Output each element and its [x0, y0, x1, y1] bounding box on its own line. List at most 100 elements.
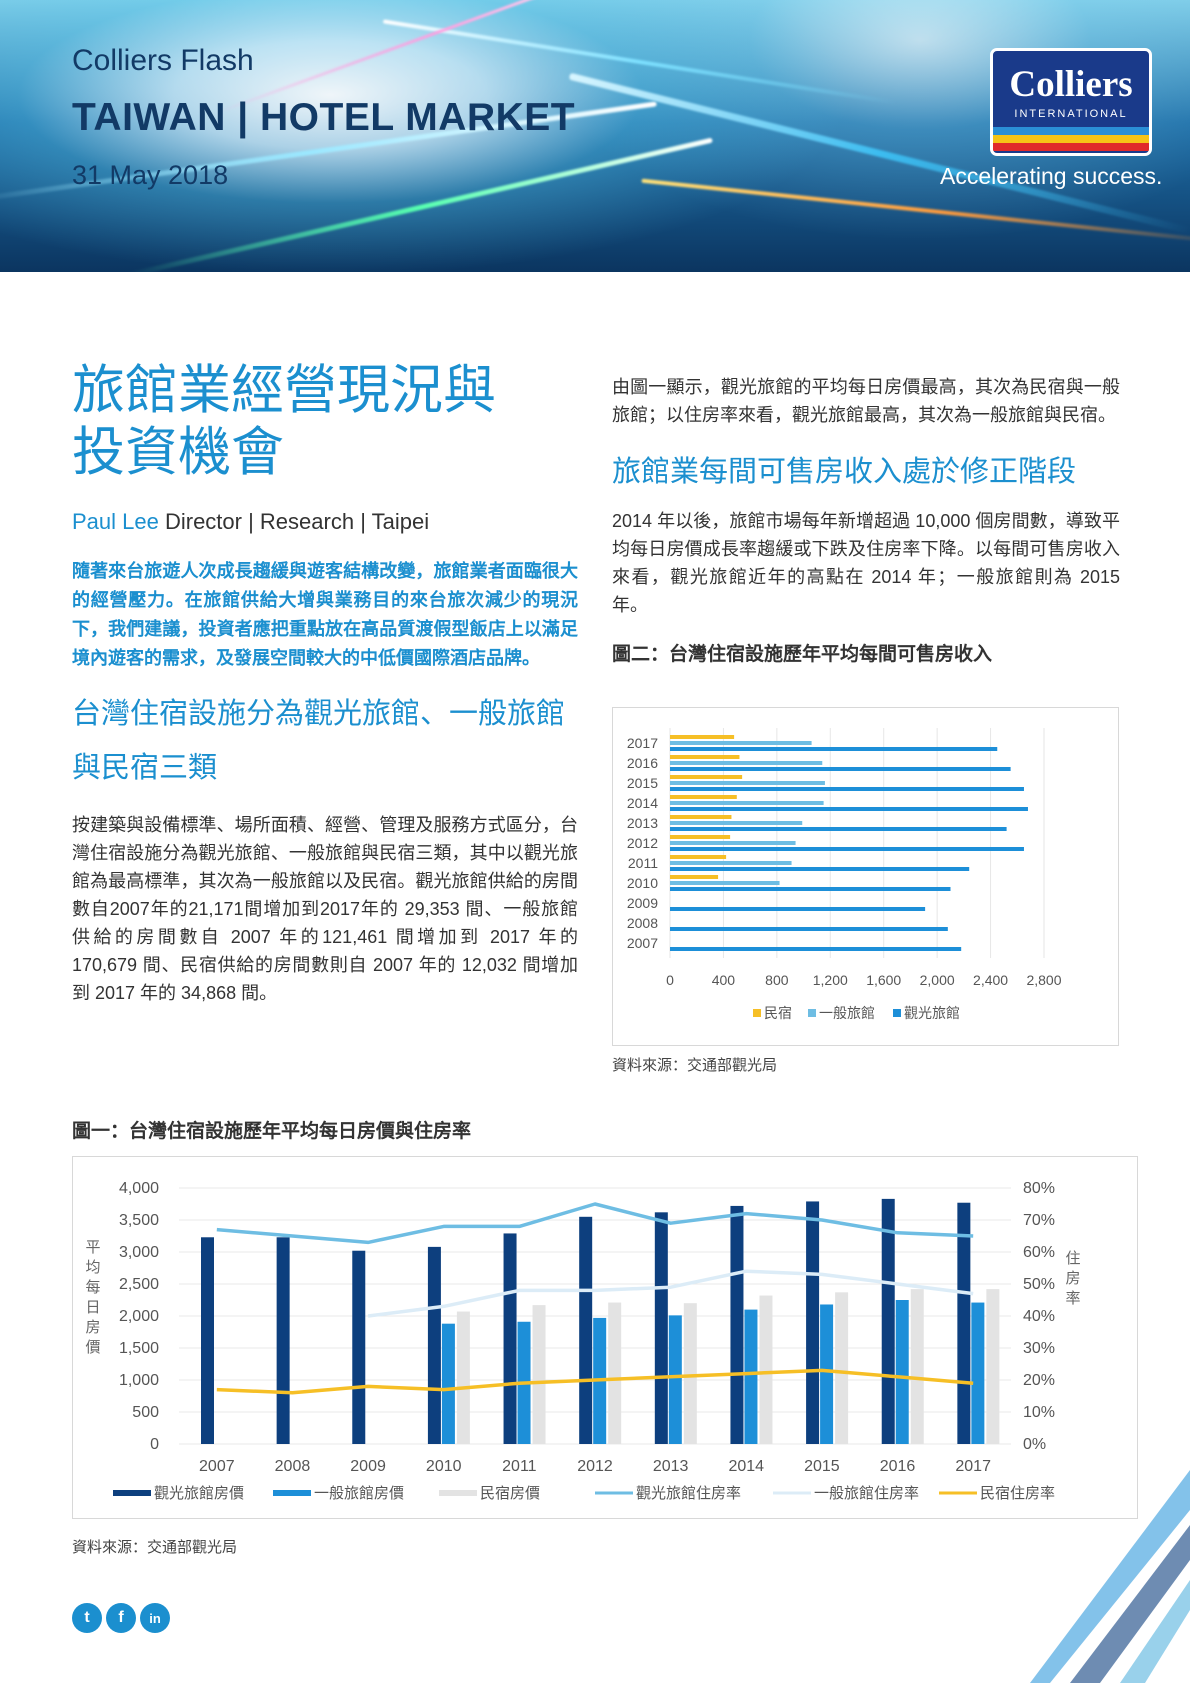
body-paragraph: 由圖一顯示，觀光旅館的平均每日房價最高，其次為民宿與一般旅館；以住房率來看，觀光… — [612, 377, 1120, 425]
x-tick-label: 2015 — [804, 1458, 840, 1475]
bar-民宿房價 — [608, 1302, 622, 1444]
bar-民宿 — [670, 855, 727, 859]
deco-stripe — [1070, 1525, 1190, 1683]
y-tick-label: 2008 — [627, 915, 658, 931]
y-tick-label: 2,000 — [119, 1308, 159, 1325]
figure-2-source: 資料來源：交通部觀光局 — [612, 1057, 778, 1074]
bar-一般旅館房價 — [895, 1300, 909, 1444]
article-title: 旅館業經營現況與 投資機會 — [72, 360, 578, 484]
figure-1-chart: 4,000 3,500 3,000 2,500 2,000 1,500 1,000 500 0 8… — [72, 1156, 1138, 1519]
bar-觀光旅館房價 — [201, 1237, 214, 1444]
bar-一般旅館房價 — [668, 1315, 682, 1444]
bar-一般旅館房價 — [971, 1302, 985, 1444]
bar-觀光旅館 — [670, 767, 1011, 771]
y-axis-title-char: 日 — [85, 1299, 100, 1316]
y2-tick-label: 0% — [1023, 1436, 1046, 1453]
legend-label: 一般旅館房價 — [314, 1485, 404, 1502]
bar-民宿 — [670, 875, 719, 879]
bar-觀光旅館 — [670, 807, 1028, 811]
y2-axis-title-char: 房 — [1065, 1270, 1080, 1287]
y2-tick-label: 10% — [1023, 1404, 1055, 1421]
legend-label: 一般旅館住房率 — [814, 1485, 919, 1502]
y-tick-label: 2011 — [628, 855, 658, 871]
legend-label: 觀光旅館住房率 — [636, 1485, 741, 1502]
title-line-2: 投資機會 — [72, 423, 284, 482]
x-tick-label: 2,000 — [920, 972, 955, 988]
bar-觀光旅館 — [670, 747, 998, 751]
social-links: t f in — [72, 1603, 170, 1633]
bar-觀光旅館房價 — [654, 1212, 668, 1444]
legend-swatch — [753, 1009, 761, 1017]
bar-一般旅館 — [670, 861, 792, 865]
legend-swatch — [439, 1490, 477, 1496]
twitter-icon[interactable]: t — [72, 1603, 102, 1633]
line-觀光旅館住房率 — [216, 1202, 974, 1245]
x-tick-label: 2008 — [275, 1458, 311, 1475]
facebook-icon[interactable]: f — [106, 1603, 136, 1633]
y-axis-title-char: 價 — [85, 1339, 100, 1356]
y2-tick-label: 30% — [1023, 1340, 1055, 1357]
legend-swatch — [808, 1009, 816, 1017]
y2-tick-label: 60% — [1023, 1244, 1055, 1261]
right-column: 由圖一顯示，觀光旅館的平均每日房價最高，其次為民宿與一般旅館；以住房率來看，觀光… — [612, 373, 1120, 666]
body-paragraph: 按建築與設備標準、場所面積、經營、管理及服務方式區分，台灣住宿設施分為觀光旅館、… — [72, 815, 578, 1003]
y-tick-label: 2007 — [627, 935, 658, 951]
legend-label: 一般旅館 — [819, 1005, 875, 1021]
y-tick-label: 2016 — [627, 755, 658, 771]
y2-axis-title-char: 住 — [1065, 1250, 1080, 1267]
x-tick-label: 2016 — [880, 1458, 916, 1475]
legend-swatch — [113, 1490, 151, 1496]
bar-觀光旅館房價 — [881, 1198, 895, 1444]
y-tick-label: 2013 — [627, 815, 658, 831]
y2-tick-label: 80% — [1023, 1180, 1055, 1197]
bar-觀光旅館 — [670, 827, 1007, 831]
bar-民宿 — [670, 795, 737, 799]
bar-一般旅館房價 — [820, 1304, 834, 1444]
x-tick-label: 2014 — [728, 1458, 764, 1475]
y-tick-label: 0 — [150, 1436, 159, 1453]
bar-民宿 — [670, 735, 735, 739]
bar-觀光旅館 — [670, 847, 1024, 851]
x-tick-label: 800 — [765, 972, 789, 988]
bar-觀光旅館 — [670, 787, 1024, 791]
x-tick-label: 2017 — [955, 1458, 991, 1475]
x-tick-label: 2007 — [199, 1458, 235, 1475]
x-tick-label: 1,200 — [813, 972, 848, 988]
legend-swatch — [273, 1490, 311, 1496]
logo-name: Colliers — [1009, 64, 1133, 105]
legend-swatch — [893, 1009, 901, 1017]
bar-一般旅館 — [670, 881, 780, 885]
banner-streak — [127, 137, 713, 272]
figure-1-source: 資料來源：交通部觀光局 — [72, 1539, 238, 1556]
author-name: Paul Lee — [72, 509, 159, 534]
y-axis-title-char: 每 — [85, 1279, 100, 1296]
y-tick-label: 1,000 — [119, 1372, 159, 1389]
bar-觀光旅館房價 — [957, 1202, 971, 1444]
linkedin-icon[interactable]: in — [140, 1603, 170, 1633]
deco-stripe — [1030, 1470, 1190, 1683]
y2-tick-label: 70% — [1023, 1212, 1055, 1229]
bar-民宿房價 — [759, 1295, 773, 1444]
bar-觀光旅館 — [670, 947, 962, 951]
bar-一般旅館房價 — [744, 1309, 758, 1444]
y-tick-label: 2017 — [627, 735, 658, 751]
x-tick-label: 2009 — [350, 1458, 386, 1475]
bar-觀光旅館 — [670, 867, 970, 871]
bar-觀光旅館 — [670, 927, 948, 931]
x-tick-label: 2011 — [502, 1458, 537, 1475]
report-market: TAIWAN | HOTEL MARKET — [72, 96, 576, 139]
bar-民宿 — [670, 835, 731, 839]
logo-stripe — [993, 143, 1149, 151]
colliers-logo: Colliers INTERNATIONAL — [990, 48, 1152, 156]
y-tick-label: 500 — [132, 1404, 159, 1421]
bar-一般旅館 — [670, 781, 825, 785]
legend-label: 民宿 — [764, 1005, 792, 1021]
section-heading-revpar: 旅館業每間可售房收入處於修正階段 — [612, 456, 1077, 488]
figure-1-title: 圖一：台灣住宿設施歷年平均每日房價與住房率 — [72, 1121, 472, 1142]
x-tick-label: 2,400 — [973, 972, 1008, 988]
title-line-1: 旅館業經營現況與 — [72, 361, 496, 420]
bar-民宿 — [670, 755, 740, 759]
bar-一般旅館 — [670, 761, 823, 765]
y-tick-label: 3,500 — [119, 1212, 159, 1229]
bar-觀光旅館 — [670, 887, 951, 891]
